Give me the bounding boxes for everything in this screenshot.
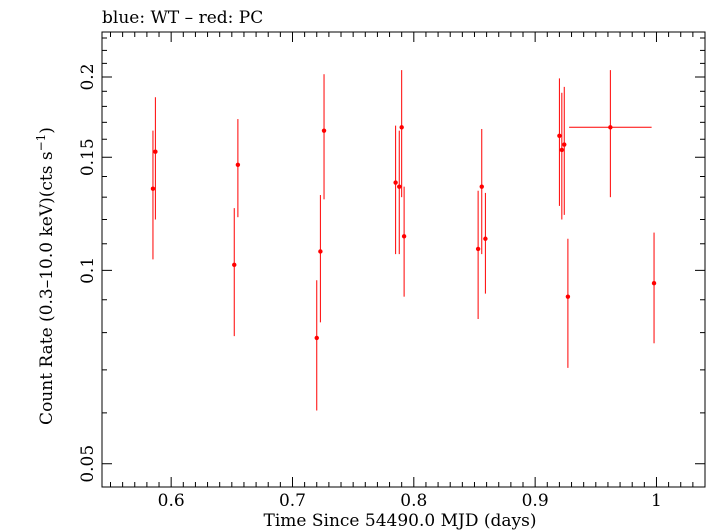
x-tick-label: 0.6 — [158, 491, 185, 511]
data-point — [651, 281, 657, 286]
data-point — [314, 335, 319, 341]
data-point — [565, 294, 571, 299]
data-point — [153, 149, 158, 154]
data-series — [150, 70, 657, 411]
data-point — [393, 180, 398, 185]
plot-frame — [101, 31, 706, 488]
series-pc — [150, 70, 657, 411]
data-point — [483, 236, 488, 241]
x-axis-label: Time Since 54490.0 MJD (days) — [264, 511, 537, 531]
data-point — [559, 147, 565, 153]
x-tick-label: 0.7 — [279, 491, 306, 511]
y-axis-label-exponent: −1 — [34, 134, 48, 152]
x-axis-ticks: 0.6 0.7 0.8 0.9 1 — [109, 32, 706, 511]
data-point — [150, 186, 156, 191]
y-tick-label: 0.2 — [78, 63, 98, 90]
x-tick-label: 1 — [651, 491, 662, 511]
x-tick-label: 0.9 — [522, 491, 549, 511]
data-point — [399, 125, 404, 130]
data-point — [557, 133, 562, 138]
data-point — [321, 128, 327, 133]
y-tick-label: 0.15 — [78, 138, 98, 176]
data-point — [562, 142, 567, 147]
data-point — [235, 162, 241, 167]
data-point — [475, 246, 481, 252]
y-axis-label-main: Count Rate (0.3–10.0 keV)(cts s — [37, 151, 57, 425]
data-point — [608, 125, 613, 130]
y-axis-label-close: ) — [37, 127, 57, 134]
y-axis-ticks: 0.05 0.1 0.15 0.2 — [78, 37, 705, 483]
x-tick-label: 0.8 — [400, 491, 427, 511]
data-point — [318, 249, 323, 254]
data-point — [401, 234, 407, 239]
y-axis-label: Count Rate (0.3–10.0 keV)(cts s−1) — [34, 127, 57, 425]
chart-title: blue: WT – red: PC — [102, 8, 263, 28]
data-point — [397, 184, 402, 189]
data-point — [232, 262, 237, 268]
y-tick-label: 0.1 — [78, 257, 98, 284]
y-tick-label: 0.05 — [78, 445, 98, 483]
data-point — [479, 184, 484, 189]
